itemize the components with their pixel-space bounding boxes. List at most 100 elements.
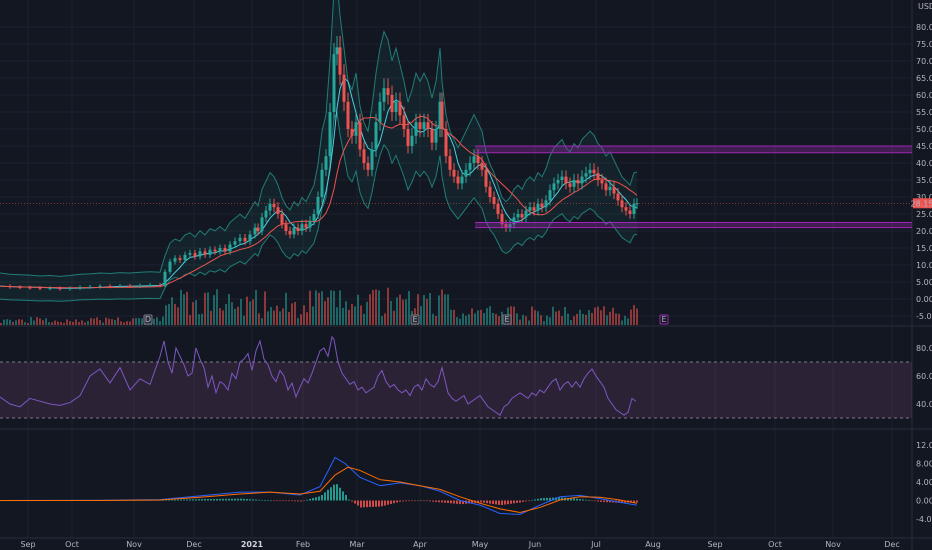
volume-bar bbox=[384, 313, 386, 325]
currency-label: USD bbox=[918, 2, 932, 11]
candle-body bbox=[632, 203, 636, 214]
volume-bar bbox=[435, 315, 437, 325]
candle-body bbox=[580, 176, 584, 184]
candle-body bbox=[68, 288, 72, 290]
candle-body bbox=[628, 210, 632, 214]
candle-body bbox=[548, 190, 552, 201]
volume-bar bbox=[339, 290, 341, 325]
candle-body bbox=[536, 203, 540, 211]
volume-bar bbox=[186, 291, 188, 325]
volume-bar bbox=[552, 306, 554, 325]
candle-body bbox=[448, 156, 452, 170]
macd-histogram-bar bbox=[339, 487, 341, 501]
price-tick-label: 5.00 bbox=[916, 278, 932, 287]
macd-histogram-bar bbox=[468, 500, 470, 504]
volume-bar bbox=[603, 306, 605, 325]
candle-body bbox=[600, 180, 604, 184]
volume-bar bbox=[108, 318, 110, 325]
volume-bar bbox=[465, 315, 467, 325]
price-tick-label: 50.00 bbox=[916, 125, 932, 134]
candle-body bbox=[414, 122, 418, 136]
candle-body bbox=[572, 180, 576, 187]
price-tick-label: 70.00 bbox=[916, 57, 932, 66]
macd-histogram-bar bbox=[204, 499, 206, 501]
macd-histogram-bar bbox=[438, 500, 440, 503]
macd-histogram-bar bbox=[573, 498, 575, 501]
macd-histogram-bar bbox=[309, 498, 311, 501]
volume-bar bbox=[243, 315, 245, 325]
volume-bar bbox=[318, 292, 320, 325]
volume-bar bbox=[534, 310, 536, 325]
volume-bar bbox=[351, 304, 353, 325]
macd-histogram-bar bbox=[507, 500, 509, 505]
candle-body bbox=[382, 88, 386, 102]
rsi-tick-label: 40.00 bbox=[916, 400, 932, 409]
volume-bar bbox=[225, 304, 227, 325]
candle-body bbox=[516, 214, 520, 218]
volume-bar bbox=[438, 295, 440, 325]
candle-body bbox=[118, 285, 122, 287]
candle-body bbox=[38, 287, 42, 289]
volume-bar bbox=[267, 311, 269, 325]
macd-histogram-bar bbox=[396, 500, 398, 503]
time-axis: Sep Oct Nov Dec 2021 Feb Mar Apr May Jun Jul Aug Sep… bbox=[20, 540, 899, 549]
volume-bar bbox=[288, 311, 290, 325]
macd-histogram-bar bbox=[387, 500, 389, 505]
time-tick-label: Jun bbox=[528, 540, 542, 549]
event-marker-label: E bbox=[504, 315, 509, 324]
macd-histogram-bar bbox=[261, 499, 263, 501]
macd-histogram-bar bbox=[546, 497, 548, 501]
candle-body bbox=[300, 224, 304, 231]
rsi-tick-label: 80.00 bbox=[916, 344, 932, 353]
macd-histogram-bar bbox=[225, 498, 227, 501]
candle-body bbox=[480, 163, 484, 170]
volume-bar bbox=[249, 301, 251, 325]
macd-histogram-bar bbox=[459, 500, 461, 505]
price-tick-label: 15.00 bbox=[916, 244, 932, 253]
candle-body bbox=[48, 288, 52, 290]
macd-histogram-bar bbox=[306, 499, 308, 501]
candle-body bbox=[620, 200, 624, 208]
volume-bar bbox=[540, 315, 542, 325]
volume-bar bbox=[423, 295, 425, 325]
volume-bar bbox=[273, 310, 275, 325]
macd-histogram-bar bbox=[279, 500, 281, 502]
volume-bar bbox=[456, 317, 458, 325]
time-tick-label: Oct bbox=[768, 540, 782, 549]
volume-bar bbox=[141, 318, 143, 325]
candle-body bbox=[158, 285, 162, 287]
candle-body bbox=[272, 203, 276, 208]
macd-histogram-bar bbox=[180, 499, 182, 501]
macd-histogram-bar bbox=[441, 500, 443, 503]
candle-body bbox=[138, 285, 142, 287]
macd-histogram-bar bbox=[429, 500, 431, 502]
candle-body bbox=[500, 214, 504, 225]
macd-histogram-bar bbox=[525, 500, 527, 502]
candle-body bbox=[284, 224, 288, 231]
candle-body bbox=[296, 227, 300, 231]
candle-body bbox=[612, 186, 616, 194]
volume-bar bbox=[117, 317, 119, 325]
macd-histogram-bar bbox=[354, 500, 356, 504]
volume-bar bbox=[171, 297, 173, 325]
macd-histogram-bar bbox=[504, 500, 506, 505]
support-zone bbox=[475, 222, 912, 228]
volume-bar bbox=[162, 316, 164, 325]
candle-body bbox=[430, 129, 434, 143]
volume-bar bbox=[489, 306, 491, 325]
candle-body bbox=[203, 251, 207, 255]
macd-histogram-bar bbox=[213, 498, 215, 501]
volume-bar bbox=[546, 315, 548, 325]
candle-body bbox=[374, 122, 378, 150]
volume-bar bbox=[636, 308, 638, 325]
candle-body bbox=[268, 203, 272, 211]
macd-histogram-bar bbox=[483, 500, 485, 503]
candle-body bbox=[238, 237, 242, 242]
macd-tick-label: 8.00 bbox=[916, 460, 932, 469]
volume-bar bbox=[387, 287, 389, 325]
price-tick-label: 30.00 bbox=[916, 193, 932, 202]
price-tick-label: 10.00 bbox=[916, 261, 932, 270]
macd-histogram-bar bbox=[246, 499, 248, 501]
candle-body bbox=[178, 258, 182, 260]
volume-bar bbox=[279, 311, 281, 325]
